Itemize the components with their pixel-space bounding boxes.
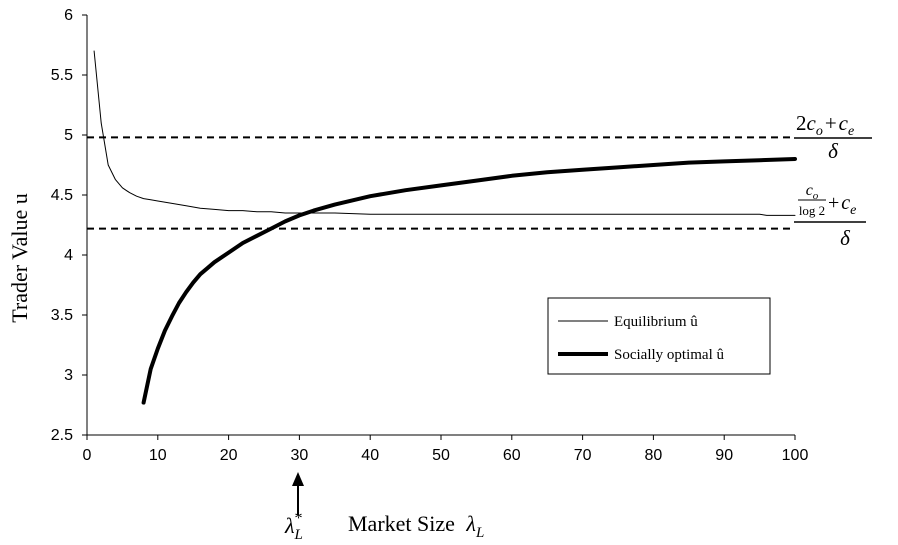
x-tick-label: 40 <box>361 447 379 464</box>
series-line-equilibrium <box>93 50 796 216</box>
x-tick-label: 80 <box>645 447 663 464</box>
x-tick-label: 100 <box>782 447 809 464</box>
upper-threshold-formula: 2co+ce δ <box>794 111 872 163</box>
x-axis-title: Market Size λL <box>348 511 484 541</box>
lower-threshold-formula: co log 2 + ce δ <box>794 182 866 250</box>
lambda-star-marker: λ* L <box>284 472 304 543</box>
x-tick-label: 20 <box>220 447 238 464</box>
legend-label-social: Socially optimal û <box>614 347 724 363</box>
svg-text:δ: δ <box>828 139 839 163</box>
y-axis-title: Trader Value u <box>7 193 32 323</box>
svg-text:co: co <box>806 182 819 202</box>
series-line-socially-optimal <box>141 157 797 405</box>
svg-text:log 2: log 2 <box>799 203 825 218</box>
x-tick-label: 70 <box>574 447 592 464</box>
y-tick-label: 3 <box>64 367 73 384</box>
x-tick-label: 60 <box>503 447 521 464</box>
y-tick-label: 2.5 <box>51 427 73 444</box>
y-tick-label: 3.5 <box>51 307 73 324</box>
legend-box <box>547 297 771 375</box>
y-tick-label: 4 <box>64 247 73 264</box>
legend-label-equilibrium: Equilibrium û <box>614 314 698 330</box>
series-lines <box>93 50 797 405</box>
legend: Equilibrium û Socially optimal û <box>547 297 771 375</box>
axis-ticks: 0 10 20 30 40 50 60 70 80 90 100 2.5 3 3.5 4 4.5 5 5.5 6 <box>51 7 809 464</box>
svg-text:+ce: + ce <box>828 192 856 218</box>
reference-lines <box>87 136 792 230</box>
lambda-star-label: λ* L <box>284 510 303 543</box>
x-tick-label: 90 <box>715 447 733 464</box>
x-tick-label: 10 <box>149 447 167 464</box>
svg-text:2co+ce: 2co+ce <box>796 111 854 139</box>
x-tick-label: 0 <box>83 447 92 464</box>
x-tick-label: 50 <box>432 447 450 464</box>
y-tick-label: 5 <box>64 127 73 144</box>
y-tick-label: 4.5 <box>51 187 73 204</box>
y-tick-label: 5.5 <box>51 67 73 84</box>
x-tick-label: 30 <box>291 447 309 464</box>
svg-text:δ: δ <box>840 226 851 250</box>
lambda-star-arrow-head <box>292 472 304 486</box>
y-tick-label: 6 <box>64 7 73 24</box>
